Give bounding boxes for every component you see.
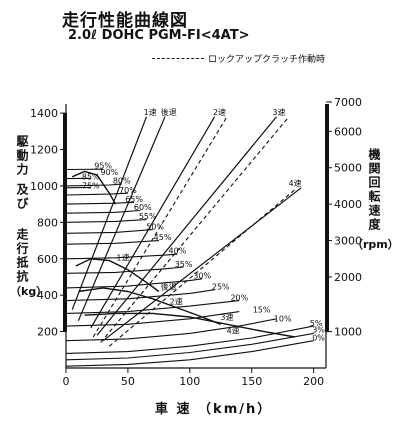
- curve-label: 1速: [116, 254, 129, 263]
- chart-subtitle: 2.0ℓ DOHC PGM-FI<4AT>: [68, 28, 250, 43]
- curve-label: 50%: [146, 222, 164, 231]
- curve-label: 3速: [220, 313, 233, 322]
- resistance-curve: [65, 311, 240, 327]
- resistance-curve: [65, 325, 314, 354]
- curve-label: 4速: [227, 326, 240, 335]
- y-tick-label: 1400: [30, 107, 58, 120]
- rpm-tick-label: 6000: [334, 125, 362, 138]
- rpm-tick-label: 7000: [334, 96, 362, 109]
- y-axis-label-left-2: 走行抵抗: [15, 228, 29, 284]
- resistance-curve: [65, 201, 135, 205]
- rpm-line-label: 1速: [144, 108, 157, 117]
- x-tick-label: 50: [121, 375, 135, 388]
- curve-label: 95%: [94, 162, 112, 171]
- curve-label: 2速: [170, 298, 183, 307]
- y-tick-label: 800: [37, 216, 58, 229]
- y-tick-label: 600: [37, 253, 58, 266]
- curve-label: 75%: [82, 182, 100, 191]
- rpm-line: [77, 116, 166, 321]
- resistance-curve: [65, 266, 184, 274]
- rpm-tick-label: 1000: [334, 326, 362, 339]
- drive-force-curve: [78, 287, 222, 325]
- rpm-tick-label: 2000: [334, 271, 362, 284]
- rpm-line-label: 4速: [289, 179, 302, 188]
- resistance-curve: [65, 219, 147, 223]
- curve-label: 0%: [312, 334, 325, 343]
- resistance-curve: [65, 183, 122, 187]
- legend-lockup-label: ロックアップクラッチ作動時: [208, 55, 326, 65]
- lockup-line: [92, 116, 228, 338]
- y-tick-label: 1000: [30, 180, 58, 193]
- curve-label: 15%: [253, 305, 271, 314]
- legend: ロックアップクラッチ作動時: [152, 52, 325, 65]
- curve-label: 80%: [113, 177, 131, 186]
- curve-label: 35%: [175, 260, 193, 269]
- x-tick-label: 100: [179, 375, 200, 388]
- curve-label: 90%: [100, 168, 118, 177]
- rpm-line-label: 3速: [272, 108, 285, 117]
- legend-dash-line: [152, 58, 204, 59]
- curve-label: 55%: [139, 212, 157, 221]
- curve-label: 65%: [125, 195, 143, 204]
- curve-label: 45%: [154, 233, 172, 242]
- rpm-line-label: 後退: [161, 107, 177, 117]
- drive-force-curve: [75, 258, 160, 293]
- resistance-curve: [65, 340, 314, 367]
- curve-label: 20%: [230, 293, 248, 302]
- y-tick-label: 400: [37, 289, 58, 302]
- resistance-curve: [65, 209, 141, 214]
- right-scale-bar: [325, 104, 329, 332]
- chart-title: 走行性能曲線図: [62, 11, 188, 31]
- rpm-tick-label: 3000: [334, 235, 362, 248]
- lockup-line: [108, 189, 296, 347]
- resistance-curve: [65, 278, 203, 289]
- x-tick-label: 200: [303, 375, 324, 388]
- curve-label: 30%: [193, 271, 211, 280]
- resistance-curve: [65, 332, 314, 361]
- resistance-curve: [65, 300, 240, 314]
- curve-label: 5%: [310, 319, 323, 328]
- resistance-curve: [65, 240, 159, 245]
- curve-label: 70%: [119, 186, 137, 195]
- rpm-line: [90, 116, 216, 329]
- y-axis-label-right: 機関回転速度: [367, 148, 381, 232]
- curve-label: 3%: [312, 325, 325, 334]
- rpm-tick-label: 4000: [334, 198, 362, 211]
- curve-label: 後退: [161, 281, 177, 291]
- curve-label: 10%: [274, 315, 292, 324]
- curve-label: 85%: [82, 173, 100, 182]
- y-tick-label: 200: [37, 326, 58, 339]
- y-axis-unit-left: （kg）: [10, 285, 48, 298]
- curve-label: 25%: [212, 282, 230, 291]
- rpm-line-label: 2速: [213, 108, 226, 117]
- resistance-curve: [65, 318, 277, 342]
- drive-force-curve: [71, 170, 117, 205]
- rpm-tick-label: 5000: [334, 162, 362, 175]
- y-tick-label: 1200: [30, 144, 58, 157]
- resistance-curve: [65, 289, 215, 302]
- x-tick-label: 0: [63, 375, 70, 388]
- x-tick-label: 150: [241, 375, 262, 388]
- rpm-line: [71, 116, 148, 310]
- curve-label: 60%: [134, 203, 152, 212]
- y-axis-unit-right: （rpm）: [352, 238, 399, 251]
- curve-label: 40%: [169, 247, 187, 256]
- x-axis-label: 車 速 （km/h）: [155, 402, 273, 417]
- rpm-line: [96, 116, 277, 336]
- rpm-line: [102, 187, 302, 342]
- y-axis-label-left-1: 駆動力 及び: [15, 135, 29, 212]
- resistance-curve: [65, 229, 153, 234]
